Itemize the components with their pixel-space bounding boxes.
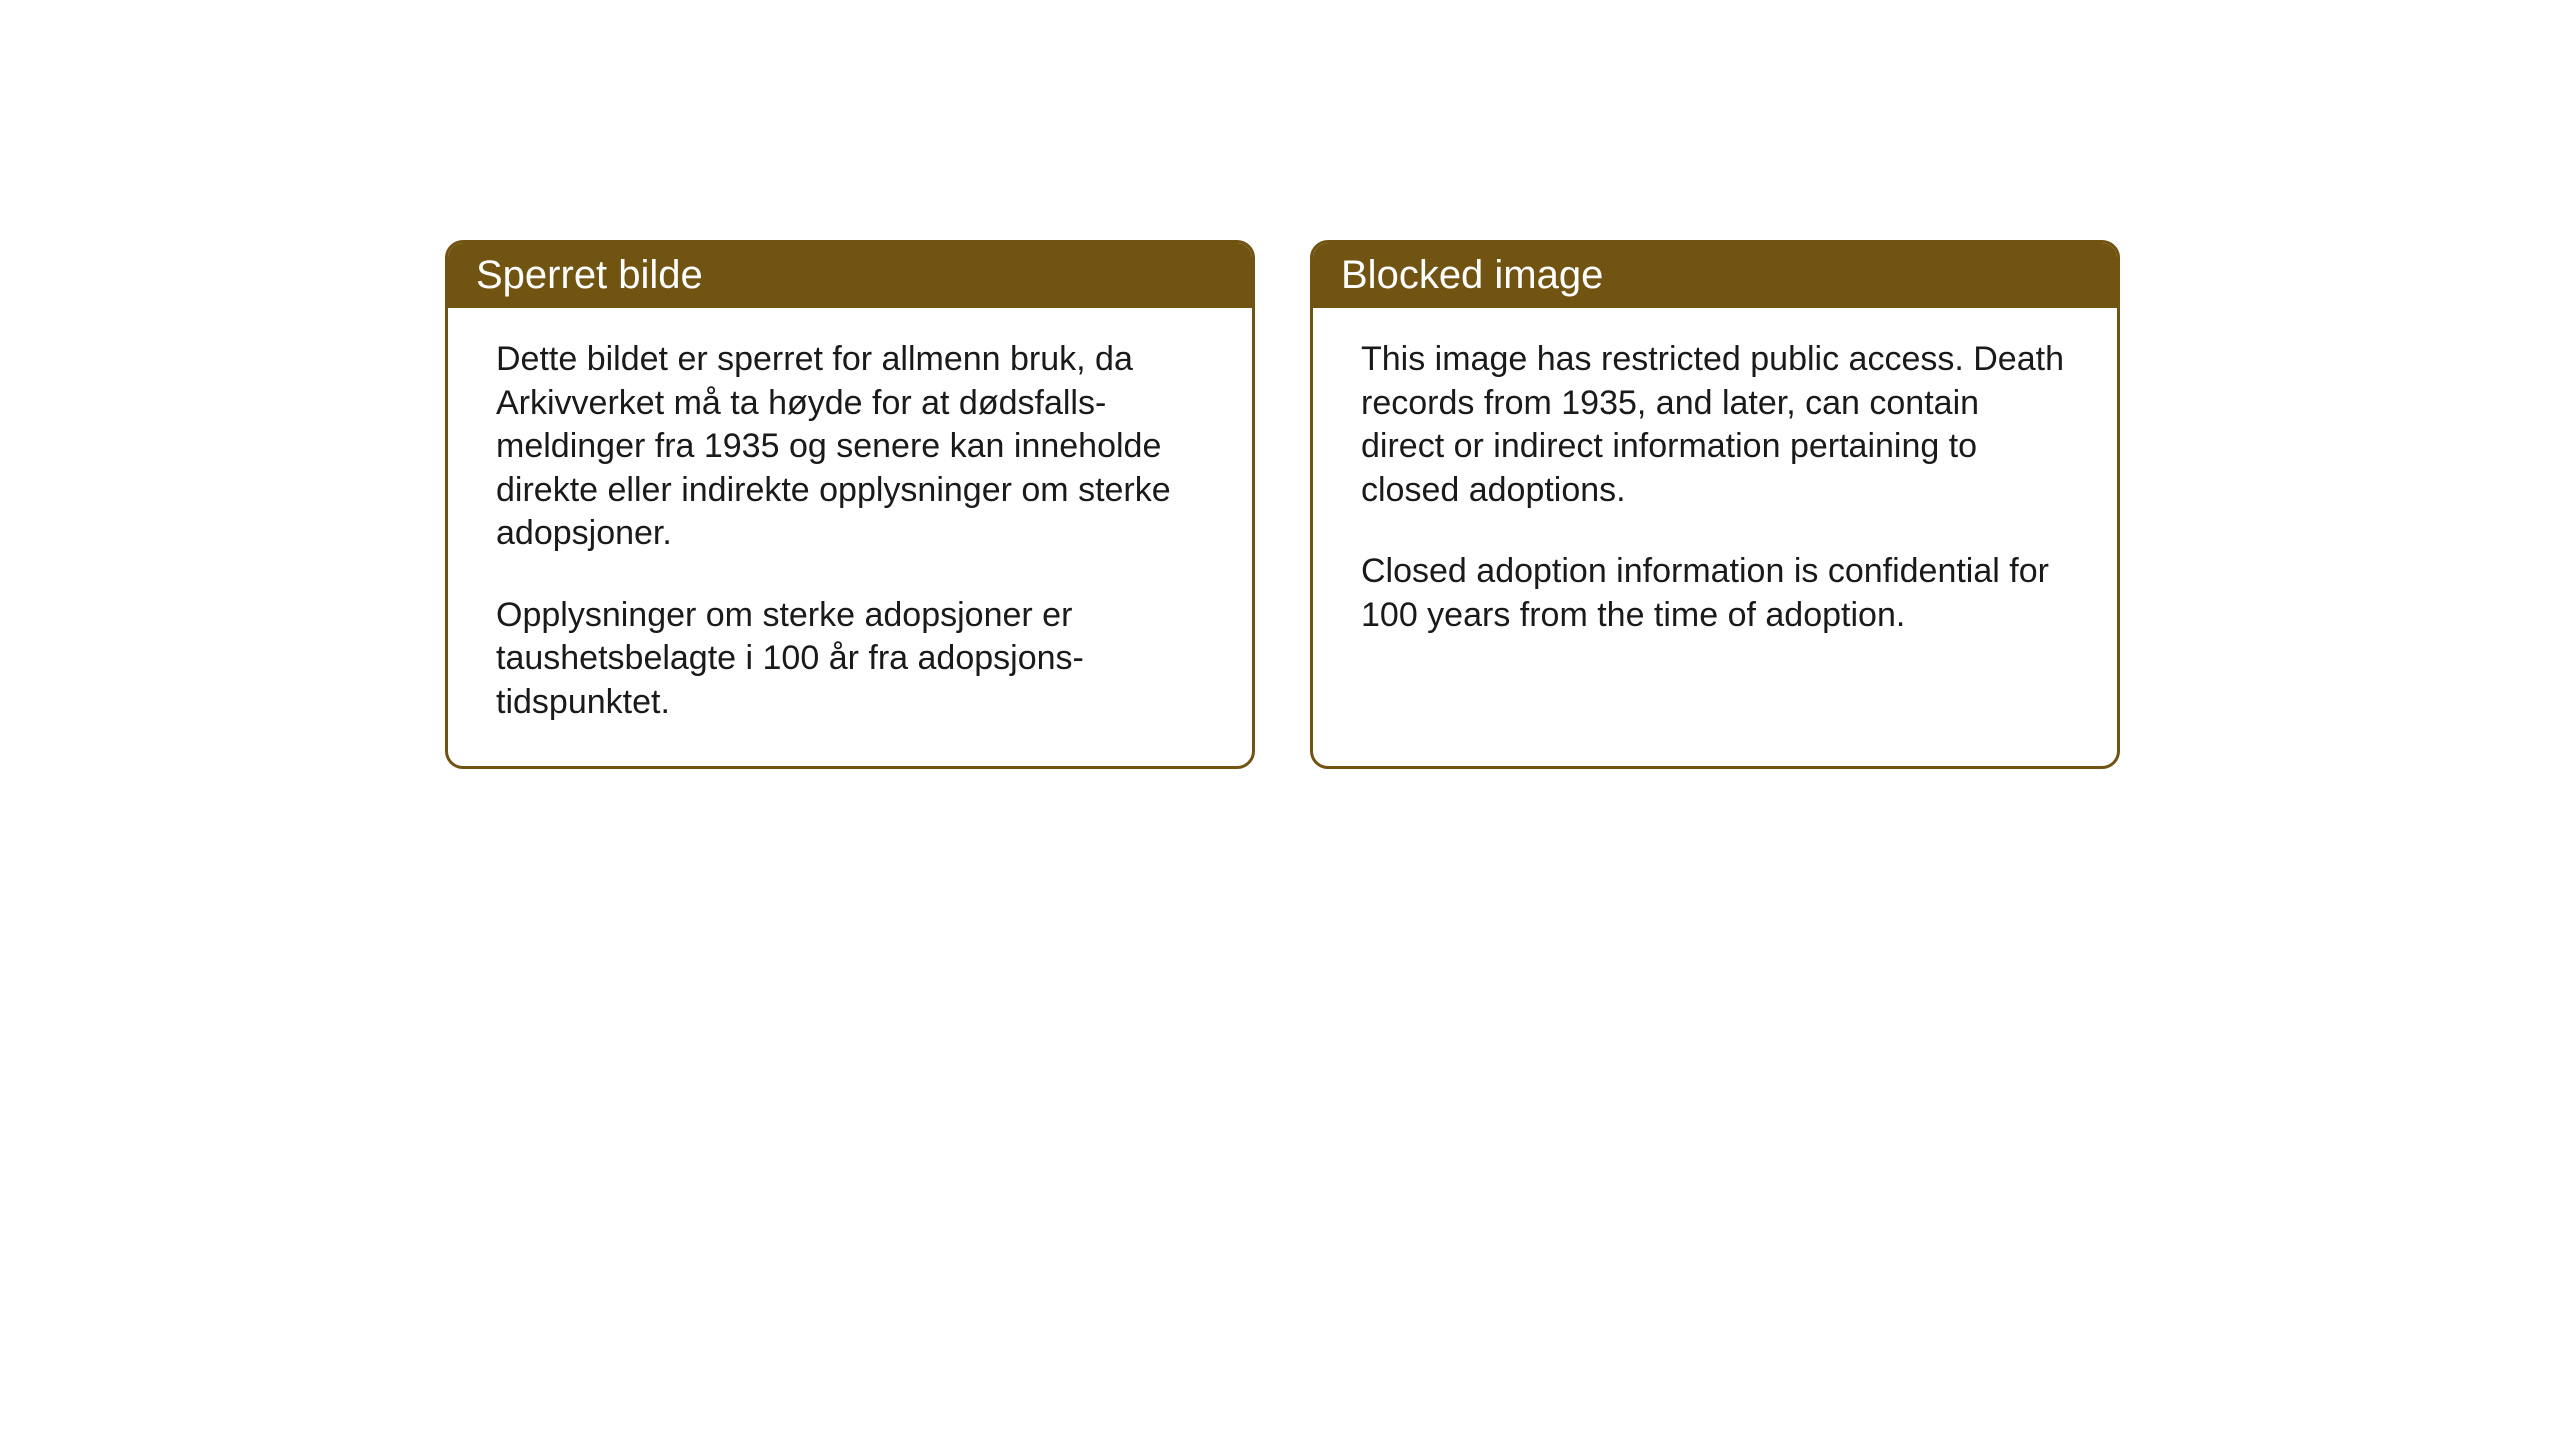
- notice-card-norwegian: Sperret bilde Dette bildet er sperret fo…: [445, 240, 1255, 769]
- notice-card-english: Blocked image This image has restricted …: [1310, 240, 2120, 769]
- card-paragraph: Dette bildet er sperret for allmenn bruk…: [496, 338, 1204, 556]
- card-title: Sperret bilde: [476, 253, 703, 297]
- notice-container: Sperret bilde Dette bildet er sperret fo…: [445, 240, 2120, 769]
- card-body: Dette bildet er sperret for allmenn bruk…: [448, 308, 1252, 766]
- card-body: This image has restricted public access.…: [1313, 308, 2117, 679]
- card-paragraph: This image has restricted public access.…: [1361, 338, 2069, 512]
- card-paragraph: Opplysninger om sterke adopsjoner er tau…: [496, 594, 1204, 725]
- card-header: Blocked image: [1313, 243, 2117, 308]
- card-header: Sperret bilde: [448, 243, 1252, 308]
- card-title: Blocked image: [1341, 253, 1603, 297]
- card-paragraph: Closed adoption information is confident…: [1361, 550, 2069, 637]
